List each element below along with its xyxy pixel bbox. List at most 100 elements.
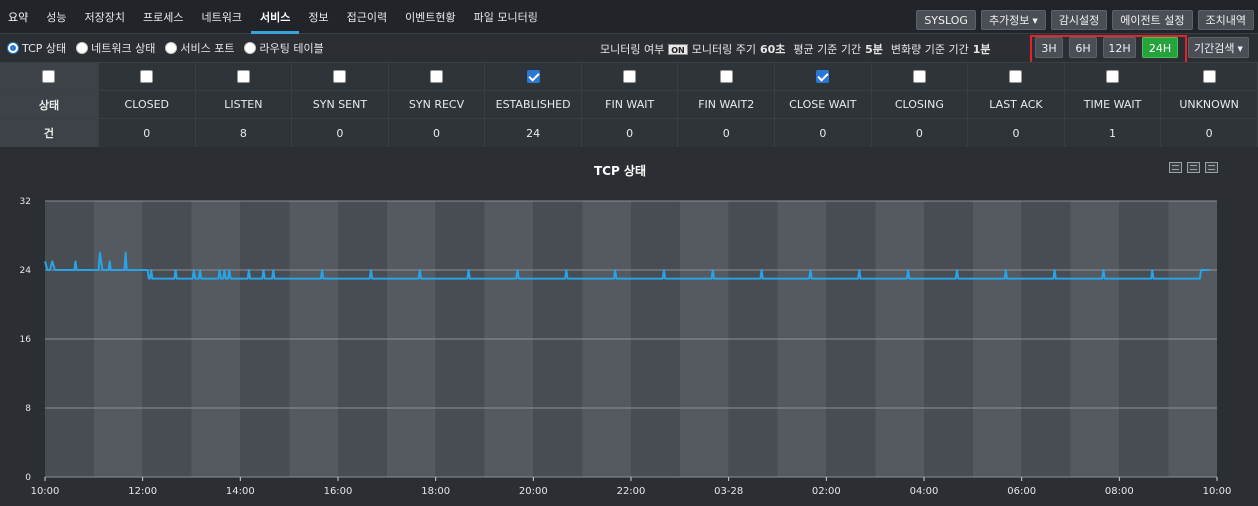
syslog-button[interactable]: SYSLOG [916,10,976,30]
state-checkbox[interactable] [333,70,347,83]
x-tick-label: 04:00 [910,486,939,497]
state-name-cell: SYN RECV [389,91,486,118]
state-checkbox[interactable] [719,70,733,83]
tab-8[interactable]: 이벤트현황 [405,11,456,24]
checkbox-cell [678,63,776,90]
radio-button-icon[interactable] [7,42,19,54]
monitoring-label: 모니터링 여부 [600,43,665,56]
state-checkbox[interactable] [1009,70,1023,83]
y-tick-label: 16 [20,335,32,345]
checkbox-cell [292,63,389,90]
checkbox-cell [582,63,679,90]
view-radio-0[interactable]: TCP 상태 [7,40,66,56]
tab-6[interactable]: 정보 [308,11,329,24]
tab-2[interactable]: 저장장치 [84,11,125,24]
view-radio-3[interactable]: 라우팅 테이블 [244,40,324,56]
state-count-cell: 0 [99,119,196,147]
radio-label: TCP 상태 [22,42,67,55]
watch-settings-button[interactable]: 감시설정 [1050,10,1108,30]
tab-9[interactable]: 파일 모니터링 [473,11,538,24]
table-row-counts: 건 0 8 0 0 24 0 0 0 0 0 1 0 [0,119,1258,147]
change-value: 1분 [972,43,991,56]
radio-label: 라우팅 테이블 [259,42,324,55]
top-nav: 요약 성능 저장장치 프로세스 네트워크 서비스 정보 접근이력 이벤트현황 파일 모니터링 SY… [0,0,1258,34]
period-search-label: 기간검색 [1194,42,1235,55]
monitoring-info: 모니터링 여부 ON 모니터링 주기 60초 평균 기준 기간 5분 변화량 기… [600,41,991,57]
radio-button-icon[interactable] [244,42,257,54]
chart-title: TCP 상태 [593,164,647,178]
avg-value: 5분 [865,43,883,56]
checkbox-cell [196,63,293,90]
radio-button-icon[interactable] [165,42,178,54]
x-tick-label: 03-28 [714,486,743,497]
tcp-chart-panel: TCP 상태 0 8 16 24 32 10:00 12:00 14:00 16:00 18:00… [0,148,1258,506]
state-count-cell: 0 [1161,119,1258,147]
y-tick-label: 8 [25,404,31,414]
checkbox-cell [1161,63,1258,90]
tab-0[interactable]: 요약 [8,11,29,24]
state-checkbox[interactable] [623,70,637,83]
range-6h-button[interactable]: 6H [1069,37,1097,58]
state-name-cell: CLOSING [872,91,969,118]
state-checkbox[interactable] [140,70,154,83]
image-export-icon[interactable] [1187,162,1200,173]
state-name-cell: CLOSE WAIT [775,91,872,118]
series-line-0 [44,251,1210,280]
radio-button-icon[interactable] [76,42,89,54]
state-count-cell: 0 [968,119,1065,147]
x-tick-label: 02:00 [812,486,841,497]
extra-info-dropdown[interactable]: 추가정보 ▼ [980,10,1046,30]
avg-label: 평균 기준 기간 [793,43,862,56]
tab-bar: 요약 성능 저장장치 프로세스 네트워크 서비스 정보 접근이력 이벤트현황 파일 모니터링 [0,0,547,34]
y-tick-label: 0 [25,473,31,483]
state-count-cell: 1 [1065,119,1162,147]
state-count-cell: 0 [775,119,872,147]
range-12h-button[interactable]: 12H [1103,37,1136,58]
range-3h-button[interactable]: 3H [1035,37,1063,58]
state-name-cell: LISTEN [196,91,293,118]
state-count-cell: 0 [678,119,776,147]
state-checkbox[interactable] [816,70,830,83]
data-table-icon[interactable] [1169,162,1182,173]
agent-settings-button[interactable]: 에이전트 설정 [1112,10,1193,30]
table-row-checkboxes [0,63,1258,91]
range-24h-button[interactable]: 24H [1142,37,1178,58]
period-search-dropdown[interactable]: 기간검색 ▼ [1188,37,1249,58]
action-history-button[interactable]: 조치내역 [1197,10,1254,30]
radio-label: 네트워크 상태 [91,42,156,55]
y-tick-label: 24 [20,266,32,276]
checkbox-cell [1065,63,1162,90]
table-row-states: 상태 CLOSED LISTEN SYN SENT SYN RECV ESTABLISH… [0,91,1258,119]
x-tick-label: 22:00 [617,486,646,497]
print-icon[interactable] [1205,162,1218,173]
state-count-cell: 0 [389,119,486,147]
state-name-cell: CLOSED [99,91,196,118]
tab-3[interactable]: 프로세스 [142,11,184,24]
state-checkbox[interactable] [1202,70,1216,83]
checkbox-cell [775,63,872,90]
state-name-cell: FIN WAIT2 [678,91,776,118]
tab-7[interactable]: 접근이력 [346,11,388,24]
radio-label: 서비스 포트 [180,42,235,55]
tab-4[interactable]: 네트워크 [201,11,242,24]
tab-1[interactable]: 성능 [46,11,67,24]
view-radio-2[interactable]: 서비스 포트 [165,40,234,56]
x-tick-label: 16:00 [324,486,353,497]
state-checkbox[interactable] [912,70,926,83]
monitoring-state-badge: ON [668,43,688,55]
view-radio-1[interactable]: 네트워크 상태 [76,40,155,56]
state-checkbox[interactable] [430,70,443,83]
chevron-down-icon: ▼ [1032,17,1038,25]
line-chart: 0 8 16 24 32 10:00 12:00 14:00 16:00 18:00 20:00 22… [20,197,1232,497]
chart-tools [1169,162,1218,173]
state-checkbox[interactable] [236,70,250,83]
row-header-state: 상태 [0,91,99,118]
select-all-cell [0,63,99,90]
select-all-checkbox[interactable] [42,70,56,83]
state-checkbox[interactable] [526,70,540,83]
state-name-cell: FIN WAIT [582,91,679,118]
x-tick-label: 10:00 [1203,486,1232,497]
tab-5[interactable]: 서비스 [250,0,300,34]
state-checkbox[interactable] [1106,70,1120,83]
checkbox-cell [968,63,1065,90]
